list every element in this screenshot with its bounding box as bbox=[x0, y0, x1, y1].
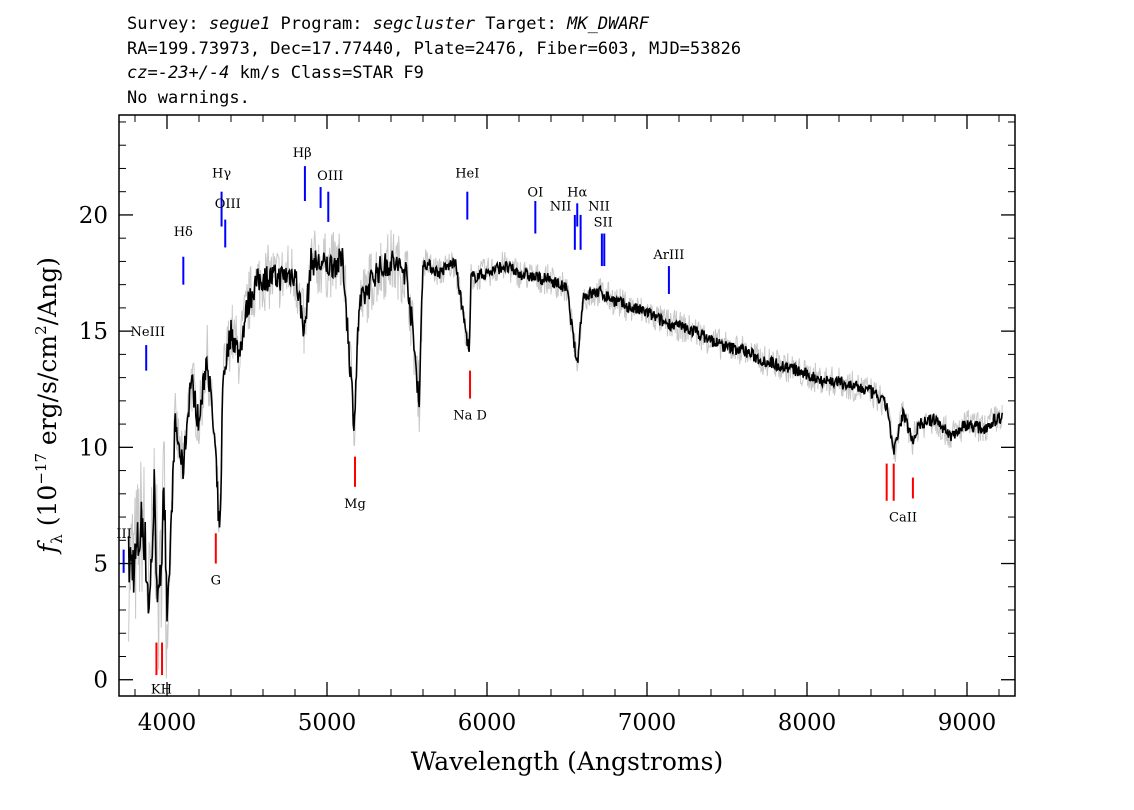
header-line-warnings: No warnings. bbox=[127, 87, 250, 108]
emission-line-label: Hα bbox=[567, 185, 587, 200]
program-label: Program: bbox=[270, 14, 373, 34]
x-tick-label: 9000 bbox=[938, 710, 997, 736]
absorption-line-label: CaII bbox=[889, 511, 917, 526]
survey-label: Survey: bbox=[127, 14, 209, 34]
header-line-redshift: cz=-23+/-4 km/s Class=STAR F9 bbox=[127, 61, 741, 86]
error-band bbox=[128, 229, 1003, 679]
y-tick-label: 15 bbox=[79, 319, 108, 345]
emission-line-label: NeIII bbox=[131, 325, 165, 340]
emission-line-label: Hδ bbox=[174, 225, 193, 240]
y-tick-label: 5 bbox=[93, 552, 108, 578]
x-tick-label: 8000 bbox=[778, 710, 837, 736]
y-axis-title: fλ (10−17 erg/s/cm2/Ang) bbox=[32, 257, 66, 555]
x-tick-label: 4000 bbox=[138, 710, 197, 736]
emission-line-label: Hβ bbox=[293, 146, 312, 161]
emission-line-label: OIII bbox=[317, 169, 343, 184]
x-tick-label: 7000 bbox=[618, 710, 677, 736]
cz-equals: = bbox=[147, 63, 158, 83]
emission-line-label: HeI bbox=[455, 167, 479, 182]
emission-line-label: III bbox=[116, 527, 131, 542]
survey-value: segue1 bbox=[208, 14, 271, 34]
emission-line-label: SII bbox=[594, 216, 613, 231]
emission-line-label: OI bbox=[527, 185, 543, 200]
x-axis-title: Wavelength (Angstroms) bbox=[411, 747, 723, 776]
x-tick-label: 5000 bbox=[298, 710, 357, 736]
y-tick-label: 20 bbox=[79, 203, 108, 229]
absorption-line-label: Mg bbox=[344, 497, 366, 512]
header-line-coordinates: RA=199.73973, Dec=17.77440, Plate=2476, … bbox=[127, 38, 742, 59]
error-band-layer bbox=[128, 229, 1003, 679]
cz-value: -23+/-4 bbox=[157, 63, 230, 83]
y-tick-label: 10 bbox=[79, 435, 108, 461]
plot-frame bbox=[118, 114, 1016, 697]
flux-series-layer bbox=[127, 247, 1003, 622]
emission-line-label: NII bbox=[588, 199, 610, 214]
absorption-line-label: Na D bbox=[453, 408, 487, 423]
target-label: Target: bbox=[475, 14, 568, 34]
axes-layer: 4000 5000 6000 7000 8000 9000 0 5 10 15 20 bbox=[79, 115, 1015, 736]
emission-line-label: OIII bbox=[215, 197, 241, 212]
y-tick-label: 0 bbox=[93, 668, 108, 694]
header-line-survey: Survey: segue1 Program: segcluster Targe… bbox=[127, 12, 741, 37]
x-tick-label: 6000 bbox=[458, 710, 517, 736]
cz-label: cz bbox=[127, 63, 148, 83]
emission-line-label: NII bbox=[550, 199, 572, 214]
cz-class: km/s Class=STAR F9 bbox=[229, 63, 424, 83]
absorption-line-label: G bbox=[211, 573, 221, 588]
flux-series bbox=[127, 247, 1003, 622]
spectrum-header: Survey: segue1 Program: segcluster Targe… bbox=[127, 12, 741, 110]
emission-line-label: ArIII bbox=[652, 248, 684, 263]
emission-line-label: Hγ bbox=[212, 167, 231, 182]
program-value: segcluster bbox=[372, 14, 476, 34]
target-value: MK_DWARF bbox=[567, 14, 650, 34]
